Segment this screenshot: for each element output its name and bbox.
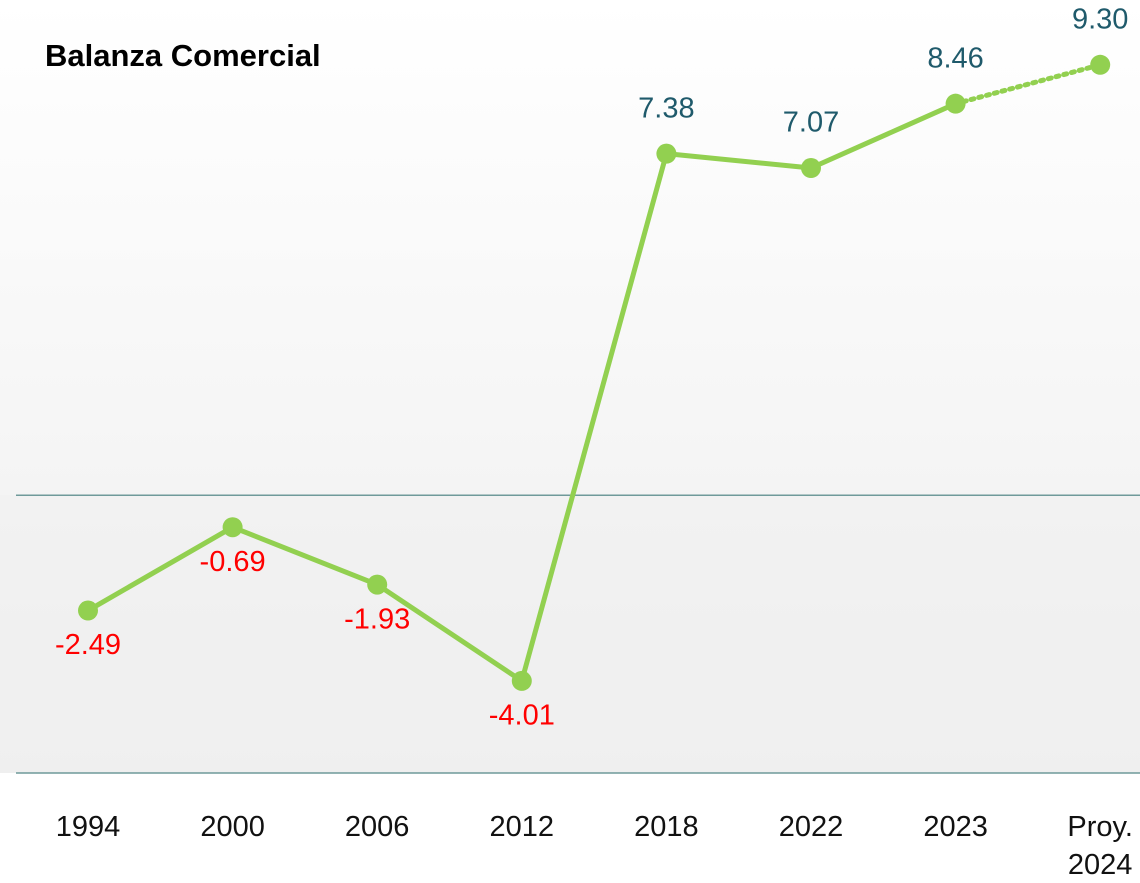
data-point [656, 143, 677, 164]
x-tick-label: 2023 [923, 811, 988, 843]
x-tick-label: Proy. 2024 [1067, 811, 1133, 881]
data-point [801, 158, 821, 179]
x-tick-label: 2022 [778, 811, 844, 843]
data-label: -0.69 [200, 546, 266, 578]
data-point [222, 517, 243, 538]
data-label: 7.07 [783, 107, 839, 139]
data-point [511, 670, 532, 691]
data-point [78, 600, 98, 621]
data-point [367, 574, 388, 595]
chart-title: Balanza Comercial [45, 38, 321, 73]
data-point [945, 93, 966, 114]
data-label: 9.30 [1072, 3, 1128, 35]
data-label: 8.46 [927, 42, 983, 74]
data-label: 7.38 [638, 92, 694, 124]
x-tick-label: 1994 [55, 811, 121, 843]
data-label: -4.01 [489, 700, 555, 732]
x-tick-label: 2006 [344, 811, 410, 843]
projection-line [953, 62, 1103, 107]
data-label: -1.93 [344, 603, 410, 635]
data-point [1090, 54, 1111, 75]
x-tick-label: 2000 [200, 811, 265, 843]
below-zero-shade [0, 495, 1140, 773]
x-tick-label: 2012 [489, 811, 555, 843]
x-tick-label: 2018 [634, 811, 699, 843]
data-label: -2.49 [55, 629, 121, 661]
